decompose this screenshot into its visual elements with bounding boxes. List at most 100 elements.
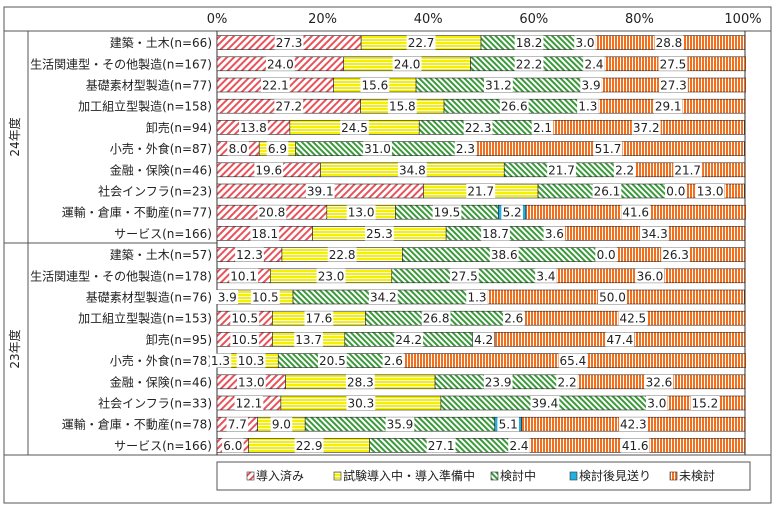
data-label-bg <box>665 184 687 198</box>
data-label: 2.2 <box>558 375 577 389</box>
data-label: 21.7 <box>467 185 494 199</box>
data-label-bg <box>695 184 725 198</box>
data-label: 35.9 <box>387 418 414 432</box>
data-label: 13.7 <box>295 333 322 347</box>
data-label: 26.6 <box>501 100 528 114</box>
legend-label: 検討後見送り <box>579 468 651 483</box>
data-label-bg <box>360 78 390 92</box>
data-label-bg <box>421 311 451 326</box>
data-label-bg <box>432 205 462 220</box>
data-label-bg <box>556 374 578 389</box>
data-label: 27.3 <box>660 79 687 93</box>
data-label: 20.5 <box>319 354 346 368</box>
data-label-bg <box>644 374 674 389</box>
legend-swatch-0 <box>246 471 255 481</box>
data-label: 39.1 <box>307 185 334 199</box>
data-label-bg <box>216 290 239 304</box>
data-label: 2.1 <box>533 121 552 135</box>
data-label: 23.0 <box>318 269 345 283</box>
data-label: 3.9 <box>218 291 237 305</box>
data-label: 12.1 <box>236 397 263 411</box>
category-label: 建築・土木(n=66) <box>110 35 212 50</box>
data-label: 2.4 <box>584 57 603 71</box>
category-label: 基礎素材型製造(n=76) <box>86 291 212 305</box>
data-label: 25.3 <box>366 227 393 241</box>
data-label: 34.8 <box>399 163 426 177</box>
data-label-bg <box>239 120 268 135</box>
data-label: 22.9 <box>296 439 323 453</box>
data-label: 10.5 <box>231 312 258 326</box>
data-label-bg <box>250 226 280 241</box>
data-label: 1.3 <box>211 354 230 368</box>
data-label-bg <box>483 374 513 389</box>
data-label-bg <box>621 205 651 220</box>
data-label: 3.0 <box>575 36 594 50</box>
category-label: 加工組立型製造(n=153) <box>78 311 212 326</box>
data-label-bg <box>654 35 684 50</box>
data-label: 10.5 <box>252 291 279 305</box>
data-label: 6.9 <box>268 142 287 156</box>
data-label-bg <box>226 417 249 432</box>
data-label: 27.5 <box>451 269 478 283</box>
data-label-bg <box>659 78 688 92</box>
data-label-bg <box>397 162 427 177</box>
group-label: 23年度 <box>7 329 22 368</box>
data-label: 3.0 <box>647 397 666 411</box>
data-label-bg <box>605 332 635 347</box>
data-label-bg <box>382 353 405 368</box>
data-label: 20.8 <box>259 206 286 220</box>
data-label-bg <box>236 353 266 368</box>
legend-box <box>216 461 751 491</box>
x-tick-label: 100% <box>724 12 761 27</box>
data-label-bg <box>463 120 493 135</box>
data-label-bg <box>227 141 249 156</box>
data-label: 42.3 <box>620 418 647 432</box>
data-label-bg <box>317 353 347 368</box>
category-label: 生活関連型・その他製造(n=167) <box>30 57 212 71</box>
category-label: 小売・外食(n=78) <box>110 353 212 368</box>
data-label: 5.2 <box>503 206 522 220</box>
data-label-bg <box>250 290 280 304</box>
data-label-bg <box>265 56 295 71</box>
data-label: 41.6 <box>622 439 649 453</box>
data-label-bg <box>577 99 599 114</box>
data-label: 19.5 <box>434 206 461 220</box>
data-label-bg <box>340 120 369 135</box>
data-label-bg <box>466 290 488 304</box>
data-label-bg <box>620 438 650 453</box>
data-label: 1.3 <box>467 291 486 305</box>
data-label-bg <box>653 99 683 114</box>
category-label: 社会インフラ(n=23) <box>98 184 212 199</box>
legend-label: 導入済み <box>256 468 304 483</box>
data-label: 27.1 <box>428 439 455 453</box>
data-label: 12.3 <box>236 248 263 262</box>
legend-swatch-1 <box>333 471 342 481</box>
category-label: 建築・土木(n=57) <box>110 247 212 262</box>
data-label-bg <box>531 120 554 135</box>
data-label: 7.7 <box>228 418 247 432</box>
data-label: 18.2 <box>516 36 543 50</box>
data-label-bg <box>631 120 661 135</box>
data-label: 34.2 <box>370 291 397 305</box>
data-label-bg <box>304 311 334 326</box>
data-label-bg <box>618 417 648 432</box>
data-label: 10.3 <box>238 354 265 368</box>
x-tick-label: 40% <box>414 12 443 27</box>
data-label-bg <box>640 226 669 241</box>
data-label-bg <box>514 35 544 50</box>
data-label: 51.7 <box>595 142 622 156</box>
data-label-bg <box>501 205 523 220</box>
data-label: 3.6 <box>545 227 564 241</box>
data-label: 15.6 <box>362 79 389 93</box>
data-label: 24.0 <box>267 57 294 71</box>
data-label-bg <box>535 268 557 283</box>
data-label: 22.7 <box>408 36 435 50</box>
x-tick-label: 0% <box>207 12 228 27</box>
category-label: 卸売(n=94) <box>146 120 212 135</box>
data-label: 2.4 <box>509 439 528 453</box>
data-label: 26.1 <box>594 185 621 199</box>
data-label: 22.1 <box>262 79 289 93</box>
x-tick-label: 60% <box>519 12 548 27</box>
data-label: 9.0 <box>272 418 291 432</box>
